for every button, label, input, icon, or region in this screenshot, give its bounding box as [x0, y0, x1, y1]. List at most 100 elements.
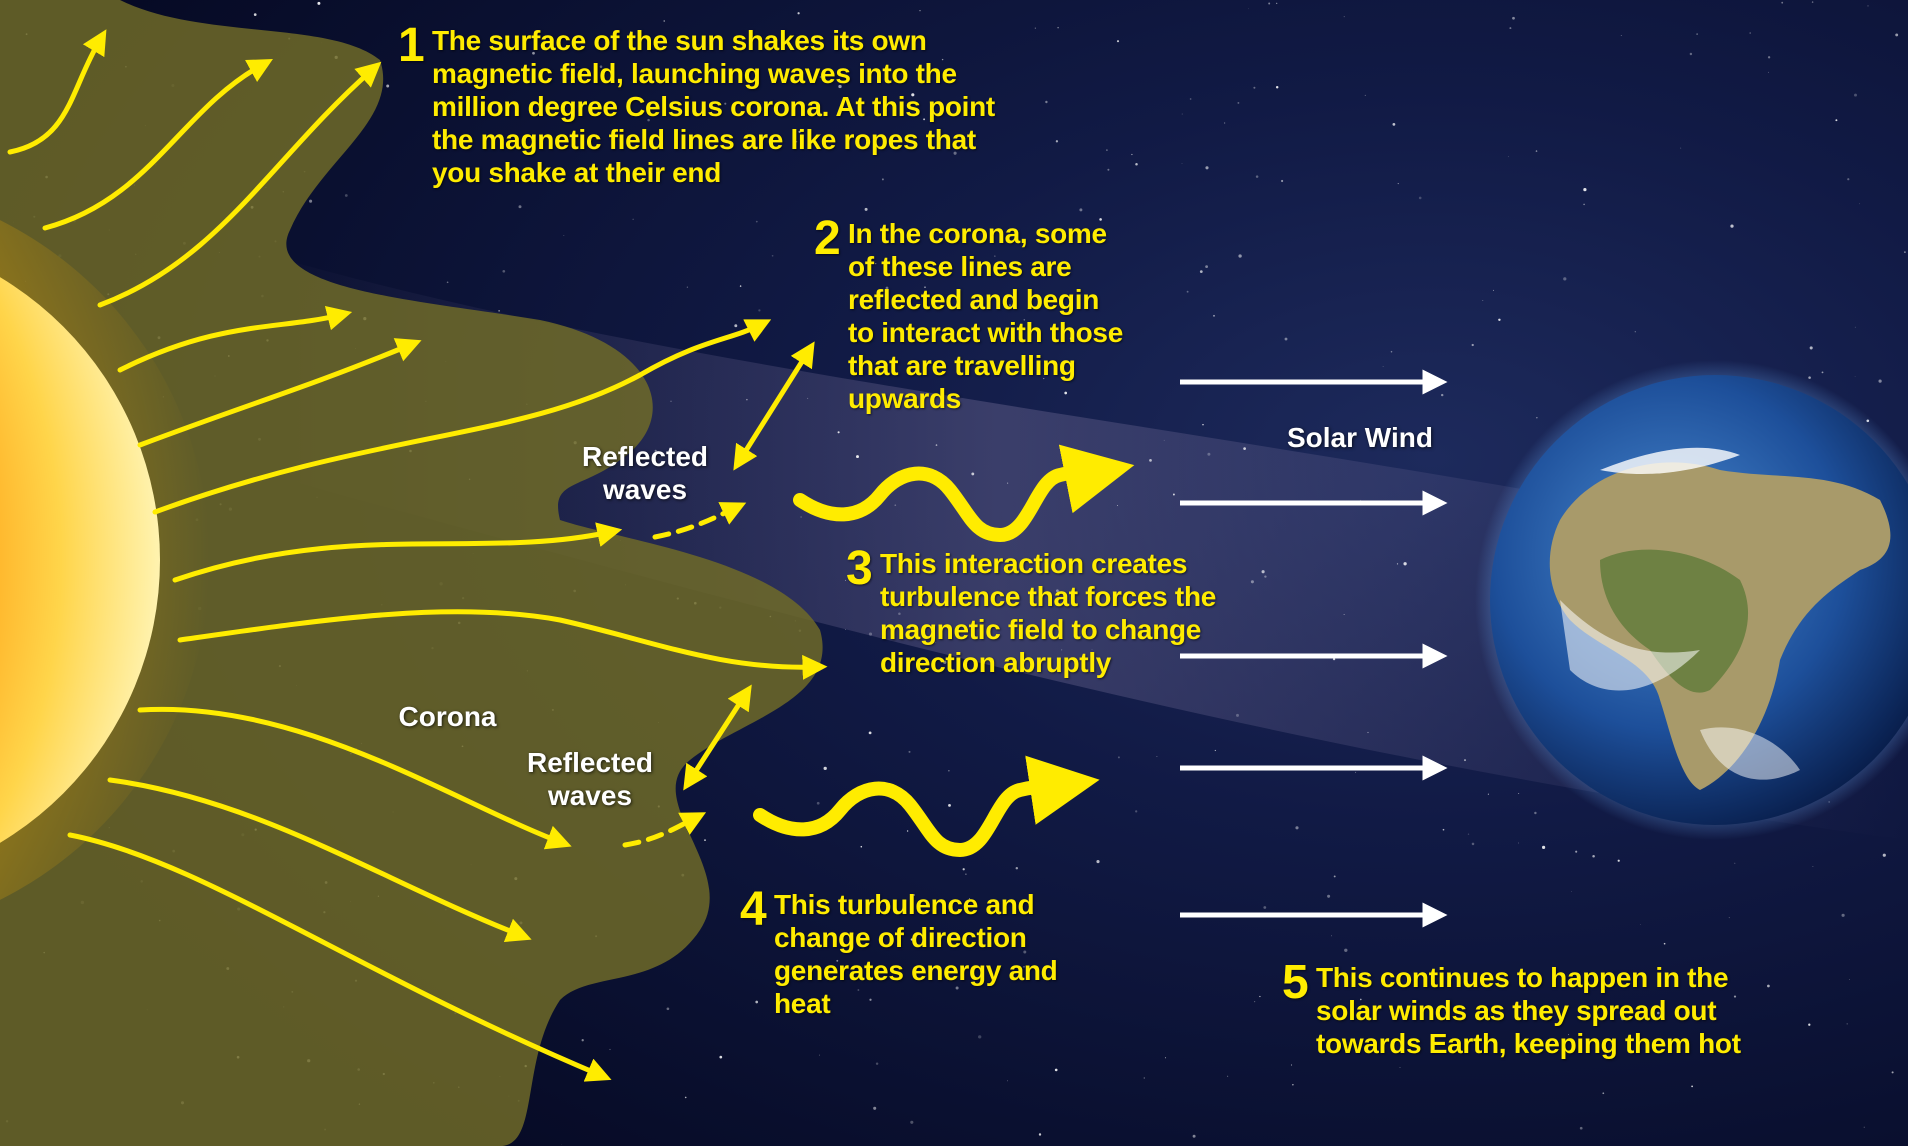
star	[1639, 923, 1641, 925]
star	[1295, 826, 1299, 830]
star	[1202, 423, 1204, 426]
star	[885, 286, 889, 290]
star	[1863, 1126, 1865, 1128]
star	[1859, 203, 1861, 205]
star	[948, 804, 951, 807]
star	[1691, 1085, 1693, 1088]
star	[1471, 343, 1474, 347]
star	[1333, 875, 1336, 878]
star	[734, 324, 738, 328]
star	[1237, 101, 1240, 104]
star	[1236, 713, 1239, 717]
star	[1259, 995, 1261, 998]
star	[1243, 447, 1246, 450]
star	[913, 894, 915, 896]
star	[1882, 853, 1886, 857]
star	[845, 579, 847, 581]
star	[1542, 845, 1546, 849]
star	[1811, 1, 1814, 3]
star	[654, 449, 657, 452]
star	[518, 205, 522, 209]
star	[816, 801, 820, 805]
star	[910, 1120, 914, 1124]
star	[795, 141, 798, 143]
star	[941, 58, 944, 61]
star	[1205, 166, 1209, 170]
star	[1038, 1133, 1042, 1136]
star	[965, 873, 967, 875]
star	[1396, 563, 1399, 565]
field-arrow	[152, 319, 772, 515]
star	[1509, 27, 1512, 30]
star	[1253, 86, 1256, 89]
star	[1332, 657, 1336, 661]
milky-way-band	[250, 250, 1908, 840]
star	[1849, 979, 1850, 980]
star	[1045, 100, 1048, 104]
star	[1268, 2, 1271, 5]
star	[994, 255, 996, 257]
star	[1767, 56, 1771, 59]
star	[919, 10, 921, 12]
star	[1854, 326, 1856, 328]
star	[609, 1048, 611, 1051]
corona-label: Corona	[398, 701, 497, 732]
step-3-number: 3	[846, 542, 873, 595]
star	[1535, 150, 1538, 152]
star	[857, 989, 860, 991]
field-arrow	[117, 305, 353, 373]
star	[1602, 1092, 1605, 1095]
solar-wind-label: Solar Wind	[1287, 422, 1433, 453]
step-4-number: 4	[740, 883, 767, 936]
star	[908, 750, 911, 753]
star	[1891, 1071, 1894, 1074]
star	[599, 65, 603, 68]
star	[864, 207, 868, 211]
star	[1442, 828, 1445, 831]
star	[1518, 842, 1519, 844]
star	[1292, 1084, 1294, 1086]
star	[906, 830, 909, 832]
star	[1213, 314, 1215, 317]
star	[1360, 998, 1362, 1001]
star	[739, 285, 742, 287]
field-arrow	[137, 706, 572, 850]
star	[1808, 1023, 1811, 1026]
star	[1008, 304, 1011, 307]
star	[1399, 1067, 1401, 1069]
star	[1464, 759, 1466, 762]
step-1: 1 The surface of the sun shakes its own …	[398, 22, 1012, 189]
step-2-text: In the corona, some of these lines are r…	[848, 218, 1123, 414]
star	[875, 1062, 879, 1065]
star	[1620, 35, 1622, 37]
star	[1841, 913, 1845, 917]
star	[1164, 1057, 1167, 1059]
star	[1867, 5, 1869, 7]
star	[955, 986, 959, 990]
star	[1064, 391, 1068, 395]
star	[1043, 378, 1045, 380]
step-3-text: This interaction creates turbulence that…	[880, 548, 1217, 678]
star	[911, 93, 915, 97]
star	[845, 629, 846, 631]
star	[1069, 337, 1073, 340]
star	[1254, 1001, 1256, 1003]
star	[1808, 376, 1811, 379]
star	[1131, 153, 1133, 156]
star	[1261, 570, 1265, 574]
star	[1568, 1034, 1570, 1036]
star	[935, 642, 937, 644]
star	[1343, 613, 1345, 615]
star	[1056, 589, 1059, 593]
star	[798, 130, 801, 133]
star	[1657, 1011, 1660, 1015]
star	[1116, 40, 1120, 43]
star	[1895, 33, 1899, 37]
star	[1809, 346, 1813, 350]
star	[797, 12, 800, 15]
star	[317, 1, 321, 5]
star	[856, 455, 859, 459]
star	[309, 199, 313, 203]
star	[684, 1096, 687, 1099]
